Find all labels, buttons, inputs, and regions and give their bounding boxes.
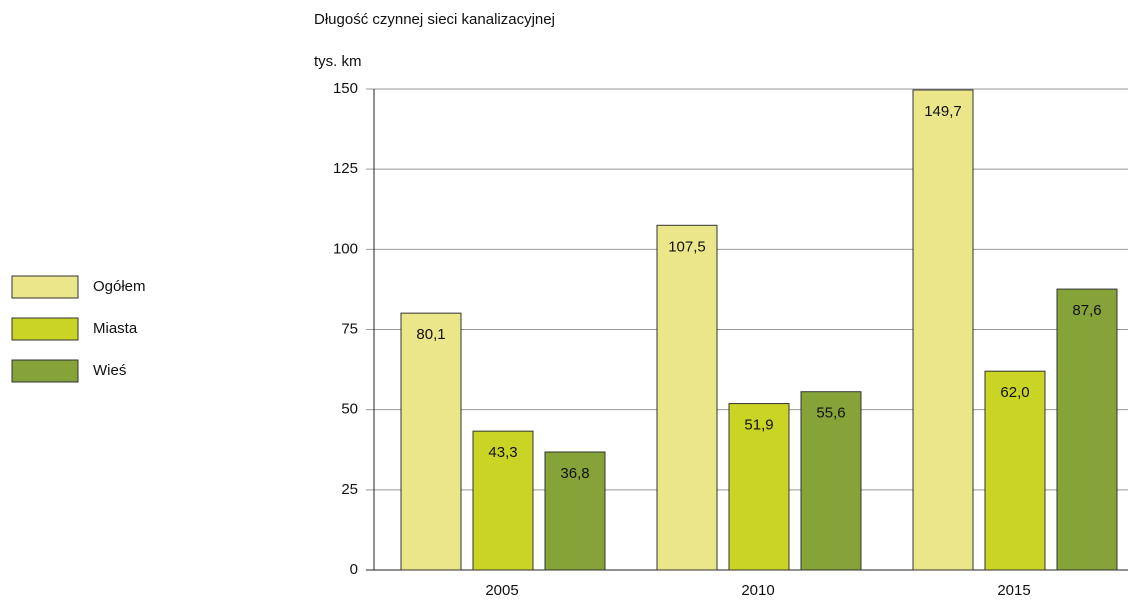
bar <box>400 312 462 571</box>
y-tick-label: 25 <box>341 481 358 498</box>
data-label: 51,9 <box>744 417 773 434</box>
y-tick-label: 125 <box>333 160 358 177</box>
legend-label: Ogółem <box>93 278 146 295</box>
data-label: 87,6 <box>1072 302 1101 319</box>
x-tick-label: 2005 <box>485 582 518 599</box>
legend-label: Miasta <box>93 320 138 337</box>
y-tick-label: 50 <box>341 401 358 418</box>
y-tick-label: 0 <box>350 561 358 578</box>
bar <box>656 224 718 571</box>
data-label: 62,0 <box>1000 384 1029 401</box>
data-label: 149,7 <box>924 103 962 120</box>
bar <box>544 451 606 571</box>
y-tick-label: 75 <box>341 320 358 337</box>
bar <box>984 370 1046 571</box>
y-axis-label: tys. km <box>314 53 362 70</box>
bar <box>472 430 534 571</box>
data-label: 36,8 <box>560 465 589 482</box>
x-tick-label: 2015 <box>997 582 1030 599</box>
bar <box>728 403 790 571</box>
data-label: 80,1 <box>416 326 445 343</box>
x-tick-label: 2010 <box>741 582 774 599</box>
bar <box>1056 288 1118 571</box>
chart-title: Długość czynnej sieci kanalizacyjnej <box>314 11 555 28</box>
bar <box>800 391 862 571</box>
data-label: 107,5 <box>668 238 706 255</box>
legend-swatch <box>11 275 79 299</box>
y-tick-label: 150 <box>333 80 358 97</box>
legend-swatch <box>11 317 79 341</box>
data-label: 43,3 <box>488 444 517 461</box>
legend-swatch <box>11 359 79 383</box>
bar <box>912 89 974 571</box>
y-tick-label: 100 <box>333 240 358 257</box>
legend-label: Wieś <box>93 362 126 379</box>
data-label: 55,6 <box>816 405 845 422</box>
